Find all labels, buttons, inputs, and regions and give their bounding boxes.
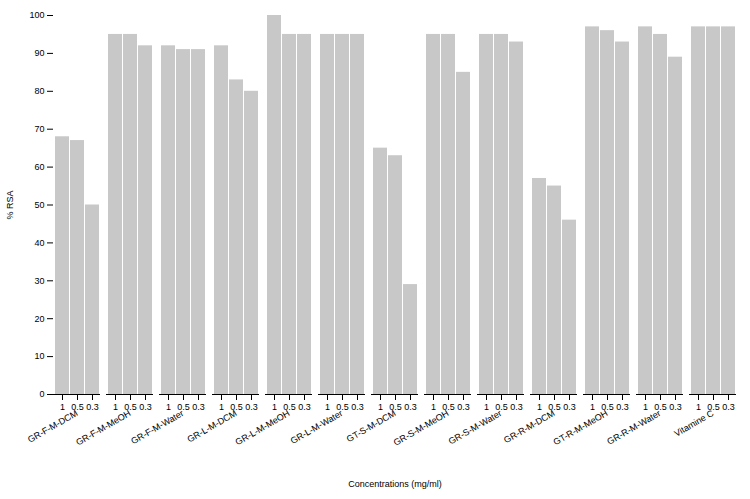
svg-text:40: 40 [34,238,44,248]
svg-text:0.3: 0.3 [457,402,470,412]
svg-text:30: 30 [34,276,44,286]
svg-text:0.5: 0.5 [124,402,137,412]
svg-text:0.3: 0.3 [722,402,735,412]
svg-text:0.3: 0.3 [616,402,629,412]
svg-text:1: 1 [219,402,224,412]
svg-text:1: 1 [590,402,595,412]
svg-text:0.3: 0.3 [192,402,205,412]
svg-text:0.5: 0.5 [177,402,190,412]
svg-text:GT-S-M-DCM: GT-S-M-DCM [345,408,398,444]
svg-text:0.3: 0.3 [404,402,417,412]
svg-text:GR-F-M-DCM: GR-F-M-DCM [26,408,79,445]
svg-text:0.5: 0.5 [707,402,720,412]
svg-text:1: 1 [166,402,171,412]
svg-text:0.5: 0.5 [548,402,561,412]
svg-text:1: 1 [696,402,701,412]
svg-text:60: 60 [34,162,44,172]
svg-text:Vitamine C: Vitamine C [672,408,715,439]
svg-text:1: 1 [643,402,648,412]
svg-text:1: 1 [272,402,277,412]
svg-text:0.3: 0.3 [245,402,258,412]
svg-text:0.3: 0.3 [351,402,364,412]
svg-text:0.5: 0.5 [654,402,667,412]
svg-text:% RSA: % RSA [5,190,15,219]
svg-text:GR-L-M-MeOH: GR-L-M-MeOH [234,408,292,447]
svg-text:0.3: 0.3 [139,402,152,412]
svg-text:1: 1 [60,402,65,412]
svg-text:GR-L-M-Water: GR-L-M-Water [289,408,345,446]
svg-text:1: 1 [431,402,436,412]
svg-text:100: 100 [29,10,44,20]
svg-text:90: 90 [34,48,44,58]
svg-text:0.5: 0.5 [230,402,243,412]
svg-text:0: 0 [39,389,44,399]
svg-text:0.5: 0.5 [389,402,402,412]
svg-text:GR-R-M-Water: GR-R-M-Water [605,408,662,447]
svg-text:1: 1 [537,402,542,412]
svg-text:0.3: 0.3 [298,402,311,412]
svg-text:GR-L-M-DCM: GR-L-M-DCM [185,408,238,444]
svg-text:0.5: 0.5 [283,402,296,412]
svg-text:GR-R-M-DCM: GR-R-M-DCM [502,408,556,445]
svg-text:80: 80 [34,86,44,96]
svg-text:0.3: 0.3 [563,402,576,412]
svg-text:0.5: 0.5 [336,402,349,412]
svg-text:Concentrations (mg/ml): Concentrations (mg/ml) [348,479,442,489]
svg-text:0.3: 0.3 [86,402,99,412]
svg-text:0.5: 0.5 [495,402,508,412]
svg-text:20: 20 [34,314,44,324]
svg-text:0.5: 0.5 [601,402,614,412]
svg-text:0.5: 0.5 [442,402,455,412]
svg-text:1: 1 [378,402,383,412]
svg-text:1: 1 [113,402,118,412]
svg-text:70: 70 [34,124,44,134]
svg-text:0.3: 0.3 [669,402,682,412]
svg-text:0.5: 0.5 [71,402,84,412]
svg-text:1: 1 [325,402,330,412]
svg-text:GR-F-M-Water: GR-F-M-Water [129,408,185,446]
svg-text:GR-F-M-MeOH: GR-F-M-MeOH [74,408,132,447]
svg-text:GR-S-M-MeOH: GR-S-M-MeOH [392,408,451,448]
svg-text:GR-S-M-Water: GR-S-M-Water [447,408,504,446]
svg-text:50: 50 [34,200,44,210]
svg-text:1: 1 [484,402,489,412]
svg-text:GT-R-M-MeOH: GT-R-M-MeOH [552,408,610,447]
svg-text:10: 10 [34,351,44,361]
svg-text:0.3: 0.3 [510,402,523,412]
